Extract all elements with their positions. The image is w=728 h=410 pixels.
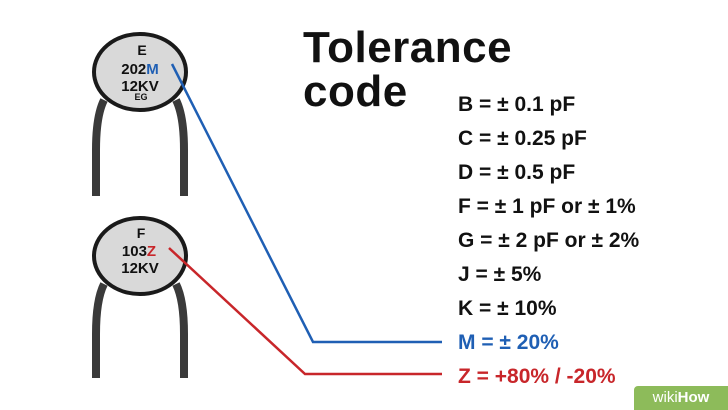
code-item: C = ± 0.25 pF	[458, 127, 587, 150]
capacitor-top-value-prefix: 202	[121, 61, 146, 78]
watermark-part-1: wiki	[652, 389, 678, 406]
code-item: J = ± 5%	[458, 263, 542, 286]
capacitor-bottom-leg-left	[92, 282, 108, 378]
capacitor-bottom-code-letter: Z	[147, 243, 156, 260]
capacitor-top-voltage: 12KV	[121, 78, 159, 95]
capacitor-bottom-value: 103Z	[122, 243, 156, 260]
code-item: B = ± 0.1 pF	[458, 93, 576, 116]
title-line-1: Tolerance	[303, 23, 513, 72]
tolerance-code-list: B = ± 0.1 pF C = ± 0.25 pF D = ± 0.5 pF …	[458, 88, 639, 394]
connector-line-red	[168, 247, 442, 376]
code-item: G = ± 2 pF or ± 2%	[458, 229, 640, 252]
code-item-highlight-red: Z = +80% / -20%	[458, 365, 616, 388]
capacitor-top-code-letter: M	[146, 61, 159, 78]
code-item: F = ± 1 pF or ± 1%	[458, 195, 636, 218]
page-title: Tolerance code	[303, 26, 512, 114]
capacitor-top-line1: E	[137, 42, 146, 58]
connector-line-blue	[170, 63, 442, 344]
capacitor-top-footer: EG	[134, 92, 147, 102]
capacitor-top-body	[92, 32, 188, 112]
capacitor-top-leg-left	[92, 98, 108, 196]
wikihow-watermark: wikiHow	[634, 386, 728, 410]
capacitor-bottom-voltage: 12KV	[121, 260, 159, 277]
code-item: D = ± 0.5 pF	[458, 161, 576, 184]
capacitor-bottom-line1: F	[137, 225, 146, 241]
capacitor-top-leg-right	[172, 98, 188, 196]
code-item-highlight-blue: M = ± 20%	[458, 331, 559, 354]
capacitor-bottom-value-prefix: 103	[122, 243, 147, 260]
title-line-2: code	[303, 67, 408, 116]
capacitor-bottom-leg-right	[172, 282, 188, 378]
watermark-part-2: How	[677, 389, 710, 406]
capacitor-bottom-body	[92, 216, 188, 296]
code-item: K = ± 10%	[458, 297, 557, 320]
capacitor-top-value: 202M	[121, 61, 159, 78]
